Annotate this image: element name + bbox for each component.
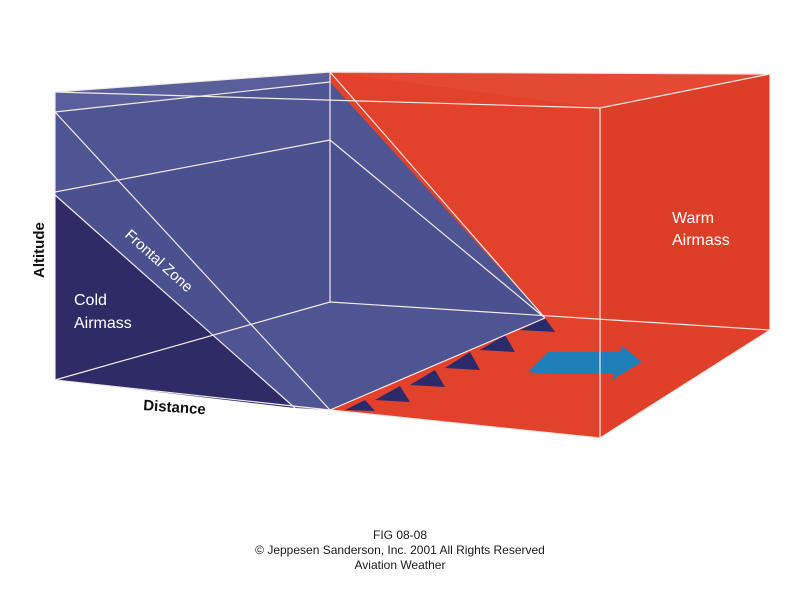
copyright-line: © Jeppesen Sanderson, Inc. 2001 All Righ… — [255, 543, 545, 557]
front-barb — [410, 370, 445, 387]
warm-airmass-label-line1: Warm — [672, 210, 714, 227]
warm-airmass-label-line2: Airmass — [672, 232, 730, 249]
front-barb — [480, 335, 515, 352]
front-barb — [520, 318, 555, 332]
front-barb — [445, 352, 480, 370]
cold-front-barbs-icon — [345, 318, 555, 411]
altitude-label: Altitude — [31, 222, 48, 278]
arrow-right-icon — [528, 346, 642, 380]
figure-number: FIG 08-08 — [372, 528, 428, 542]
front-barb — [345, 400, 375, 411]
subject-line: Aviation Weather — [354, 558, 446, 572]
box-edges — [54, 71, 771, 439]
cold-airmass-label-line2: Airmass — [74, 315, 132, 332]
cold-airmass-label-line1: Cold — [74, 292, 107, 309]
front-barb — [375, 386, 410, 402]
figure-caption: FIG 08-08 © Jeppesen Sanderson, Inc. 200… — [0, 528, 800, 573]
distance-label: Distance — [143, 397, 207, 418]
